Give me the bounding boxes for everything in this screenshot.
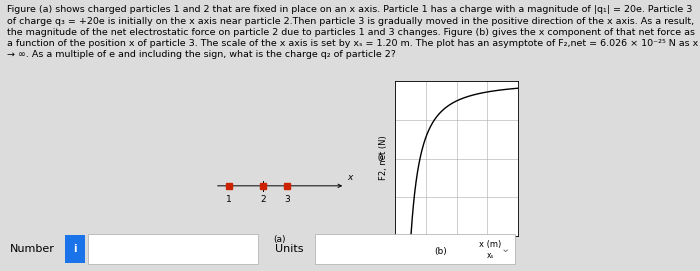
Text: Number: Number: [10, 244, 55, 254]
Text: 3: 3: [284, 195, 290, 204]
Text: Units: Units: [275, 244, 304, 254]
Text: 2: 2: [260, 195, 266, 204]
Text: 1: 1: [226, 195, 232, 204]
Text: Figure (a) shows charged particles 1 and 2 that are fixed in place on an x axis.: Figure (a) shows charged particles 1 and…: [7, 5, 699, 59]
Bar: [65, 235, 85, 263]
Text: F2, net (N): F2, net (N): [379, 135, 388, 180]
Bar: [88, 234, 258, 264]
Text: ⌄: ⌄: [500, 244, 510, 254]
Text: xₛ: xₛ: [486, 251, 493, 260]
Text: 0: 0: [378, 154, 383, 163]
Bar: [315, 234, 515, 264]
Text: x (m): x (m): [479, 240, 501, 249]
Text: (a): (a): [274, 235, 286, 244]
Text: (b): (b): [435, 247, 447, 256]
Text: 0: 0: [395, 245, 400, 254]
Text: x: x: [347, 173, 353, 182]
Text: i: i: [74, 244, 77, 254]
